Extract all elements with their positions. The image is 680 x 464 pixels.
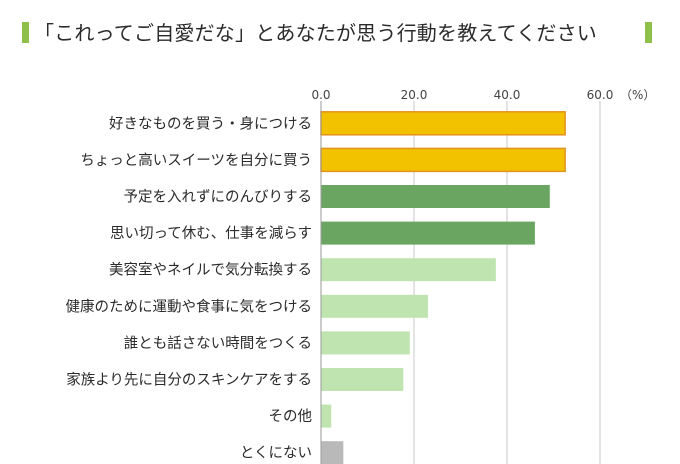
category-label: 思い切って休む、仕事を減らす [110, 225, 312, 242]
category-label: 誰とも話さない時間をつくる [124, 335, 312, 352]
chart-title-area: 「これってご自愛だな」とあなたが思う行動を教えてください [0, 0, 680, 60]
category-label: 予定を入れずにのんびりする [124, 189, 313, 206]
category-label: 美容室やネイルで気分転換する [109, 262, 312, 279]
category-label: とくにない [240, 445, 312, 462]
title-accent-right [645, 22, 652, 43]
x-tick-label: 20.0 [401, 88, 428, 102]
bar [321, 331, 410, 355]
chart-title: 「これってご自愛だな」とあなたが思う行動を教えてください [34, 21, 597, 45]
x-tick-label: 40.0 [494, 88, 521, 102]
bar [321, 294, 428, 318]
bar [321, 404, 332, 428]
category-label: 家族より先に自分のスキンケアをする [66, 372, 312, 389]
category-label: 好きなものを買う・身につける [109, 115, 312, 132]
bar [321, 221, 535, 245]
title-accent-left [22, 22, 29, 43]
x-tick-label: 0.0 [311, 88, 330, 102]
bar [320, 147, 566, 173]
bar [320, 111, 566, 136]
category-label: その他 [269, 408, 313, 425]
category-label: 健康のために運動や食事に気をつける [66, 298, 313, 315]
bar [321, 368, 404, 391]
bar [321, 441, 344, 464]
bar [321, 258, 496, 282]
bar [321, 185, 550, 208]
x-axis-unit: （%） [620, 88, 655, 102]
category-label: ちょっと高いスイーツを自分に買う [80, 152, 312, 169]
x-tick-label: 60.0 [587, 88, 614, 102]
